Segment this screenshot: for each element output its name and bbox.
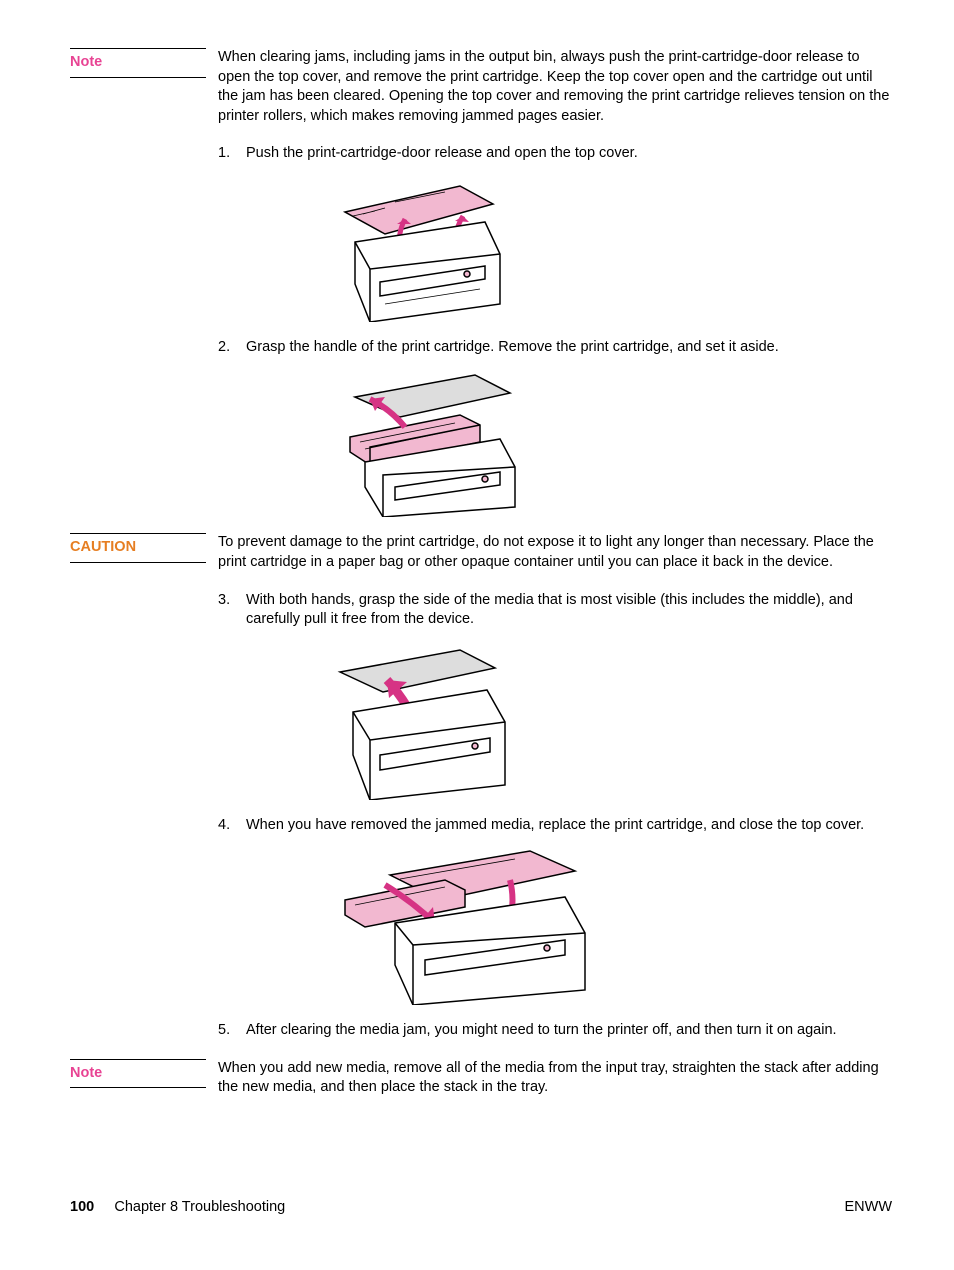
step-text: Grasp the handle of the print cartridge.… [246,338,892,358]
step-5: 5. After clearing the media jam, you mig… [70,1021,892,1041]
step-text: With both hands, grasp the side of the m… [246,591,892,630]
note-text: When you add new media, remove all of th… [218,1059,892,1098]
printer-pull-media-illustration [315,640,525,800]
note-text: When clearing jams, including jams in th… [218,48,892,126]
caution-text: To prevent damage to the print cartridge… [218,533,892,572]
step-1: 1. Push the print-cartridge-door release… [70,144,892,164]
printer-replace-close-illustration [315,845,615,1005]
label-column: CAUTION [70,533,218,572]
footer-left: 100 Chapter 8 Troubleshooting [70,1198,285,1218]
illustration-4-row [70,845,892,1005]
caution-label: CAUTION [70,533,206,563]
step-text: Push the print-cartridge-door release an… [246,144,892,164]
page-footer: 100 Chapter 8 Troubleshooting ENWW [70,1198,892,1218]
note-content: When you add new media, remove all of th… [218,1059,892,1098]
step-number: 1. [218,144,246,164]
illustration-3-row [70,640,892,800]
step-number: 2. [218,338,246,358]
caution-block: CAUTION To prevent damage to the print c… [70,533,892,572]
label-column: Note [70,1059,218,1098]
page-number: 100 [70,1199,94,1215]
step-4: 4. When you have removed the jammed medi… [70,816,892,836]
chapter-title: Chapter 8 Troubleshooting [114,1199,285,1215]
step-number: 3. [218,591,246,630]
note-content: When clearing jams, including jams in th… [218,48,892,126]
printer-open-cover-illustration [315,174,525,322]
step-3: 3. With both hands, grasp the side of th… [70,591,892,630]
label-column: Note [70,48,218,126]
note-label: Note [70,48,206,78]
caution-content: To prevent damage to the print cartridge… [218,533,892,572]
step-2: 2. Grasp the handle of the print cartrid… [70,338,892,358]
note-block-2: Note When you add new media, remove all … [70,1059,892,1098]
note-label: Note [70,1059,206,1089]
illustration-1-row [70,174,892,322]
step-number: 4. [218,816,246,836]
step-text: When you have removed the jammed media, … [246,816,892,836]
printer-remove-cartridge-illustration [315,367,545,517]
footer-right: ENWW [844,1198,892,1218]
step-text: After clearing the media jam, you might … [246,1021,892,1041]
note-block-1: Note When clearing jams, including jams … [70,48,892,126]
step-number: 5. [218,1021,246,1041]
illustration-2-row [70,367,892,517]
